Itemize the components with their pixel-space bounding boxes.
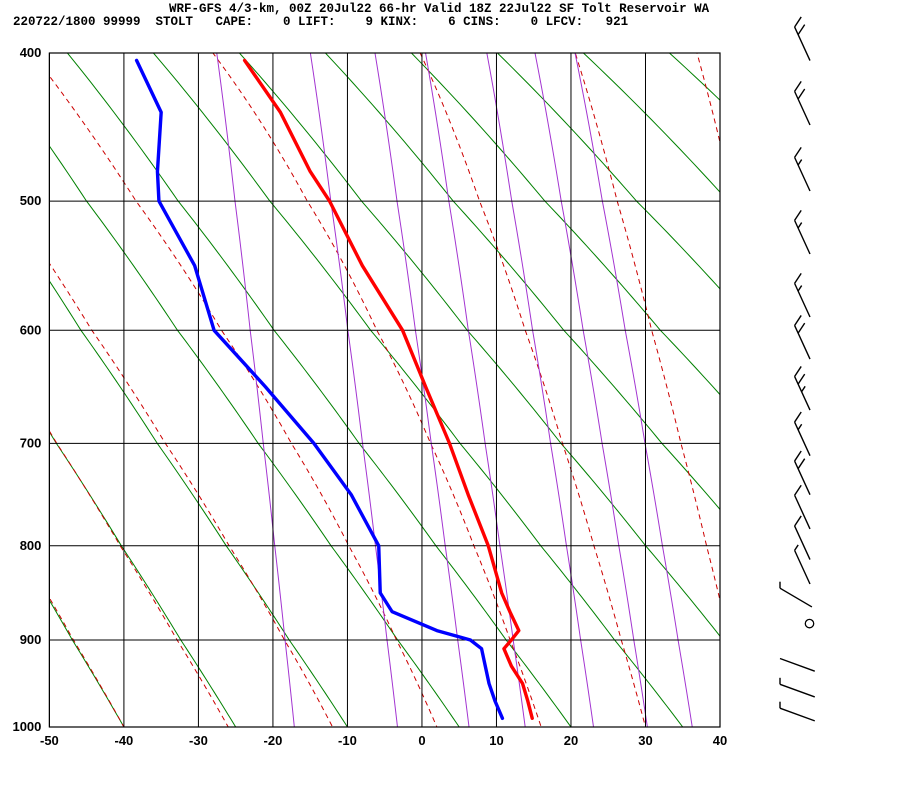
svg-text:1000: 1000 <box>12 719 41 734</box>
svg-text:40: 40 <box>713 733 727 748</box>
svg-text:500: 500 <box>20 193 42 208</box>
svg-text:20: 20 <box>564 733 578 748</box>
svg-text:700: 700 <box>20 435 42 450</box>
svg-text:0: 0 <box>418 733 425 748</box>
svg-text:-10: -10 <box>338 733 357 748</box>
svg-text:600: 600 <box>20 322 42 337</box>
svg-text:30: 30 <box>638 733 652 748</box>
svg-text:-30: -30 <box>189 733 208 748</box>
svg-text:800: 800 <box>20 538 42 553</box>
svg-text:-20: -20 <box>264 733 283 748</box>
svg-text:-40: -40 <box>115 733 134 748</box>
svg-text:-50: -50 <box>40 733 59 748</box>
svg-text:900: 900 <box>20 632 42 647</box>
svg-text:400: 400 <box>20 45 42 60</box>
svg-text:10: 10 <box>489 733 503 748</box>
